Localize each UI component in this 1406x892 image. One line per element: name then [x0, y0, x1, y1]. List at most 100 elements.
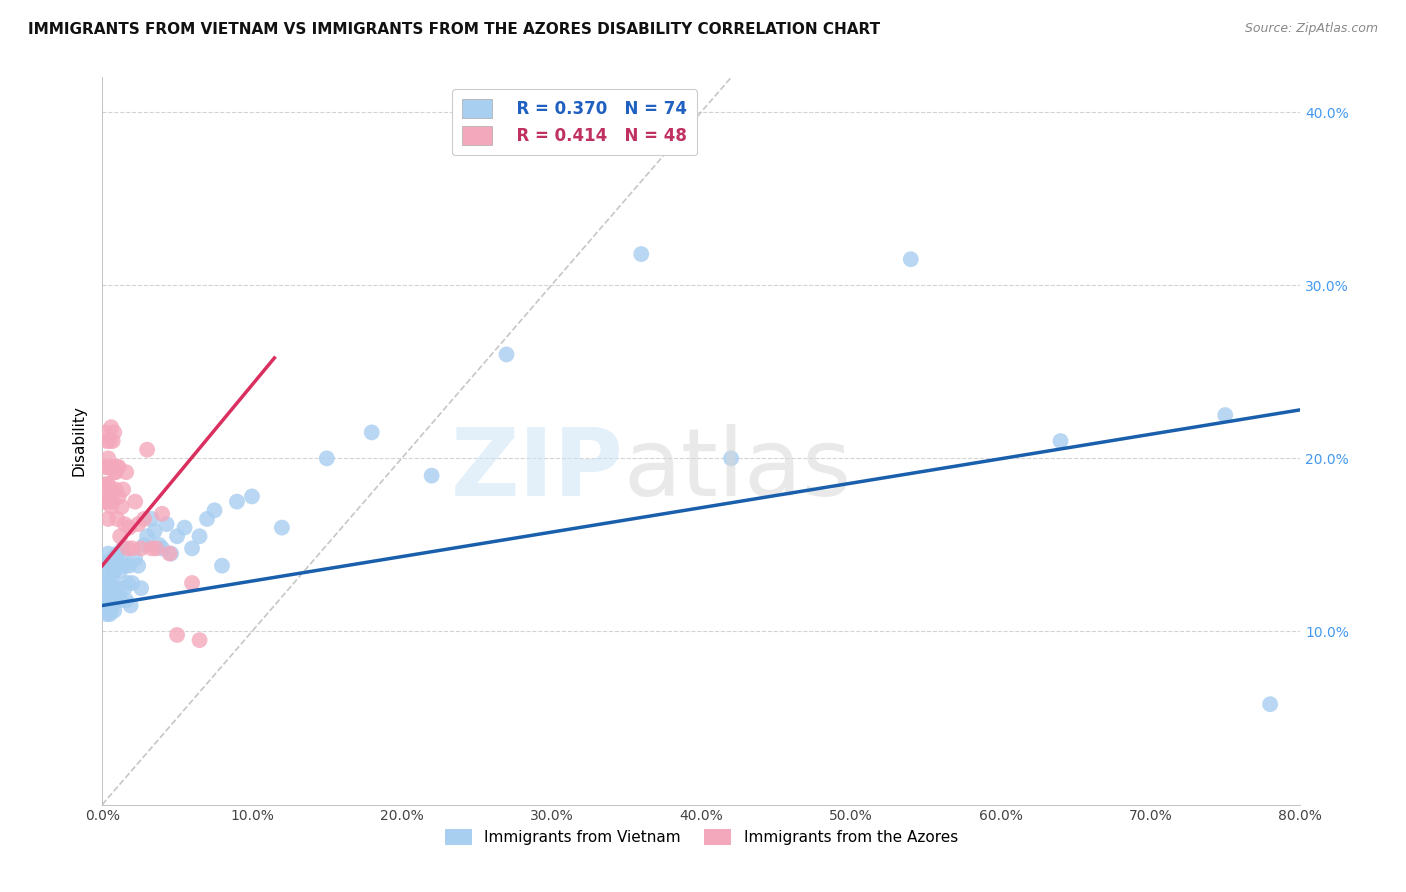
Point	[98, 434, 121, 448]
Point	[136, 442, 159, 457]
Point	[103, 604, 125, 618]
Point	[96, 555, 118, 569]
Point	[315, 451, 337, 466]
Point	[118, 558, 141, 573]
Point	[107, 558, 129, 573]
Text: atlas: atlas	[623, 424, 852, 516]
Point	[160, 547, 183, 561]
Point	[117, 576, 139, 591]
Point	[129, 541, 152, 556]
Point	[93, 494, 115, 508]
Point	[143, 524, 166, 538]
Point	[94, 460, 117, 475]
Point	[114, 517, 136, 532]
Point	[97, 451, 120, 466]
Point	[97, 477, 120, 491]
Point	[107, 586, 129, 600]
Point	[104, 558, 127, 573]
Point	[103, 465, 125, 479]
Point	[115, 465, 138, 479]
Point	[100, 604, 122, 618]
Point	[166, 628, 188, 642]
Point	[270, 520, 292, 534]
Legend:   R = 0.370   N = 74,   R = 0.414   N = 48: R = 0.370 N = 74, R = 0.414 N = 48	[451, 89, 697, 155]
Point	[103, 425, 125, 440]
Point	[124, 551, 146, 566]
Point	[98, 593, 121, 607]
Point	[100, 483, 122, 497]
Point	[103, 586, 125, 600]
Point	[900, 252, 922, 267]
Point	[114, 558, 136, 573]
Point	[150, 507, 173, 521]
Point	[105, 460, 128, 475]
Text: Source: ZipAtlas.com: Source: ZipAtlas.com	[1244, 22, 1378, 36]
Point	[188, 529, 211, 543]
Point	[94, 425, 117, 440]
Point	[101, 593, 124, 607]
Point	[155, 517, 177, 532]
Point	[211, 558, 233, 573]
Point	[104, 581, 127, 595]
Point	[117, 541, 139, 556]
Point	[100, 558, 122, 573]
Text: ZIP: ZIP	[450, 424, 623, 516]
Point	[97, 573, 120, 587]
Point	[97, 512, 120, 526]
Point	[94, 555, 117, 569]
Point	[105, 512, 128, 526]
Point	[97, 547, 120, 561]
Point	[181, 576, 204, 591]
Point	[112, 541, 135, 556]
Point	[101, 434, 124, 448]
Point	[141, 512, 163, 526]
Point	[94, 494, 117, 508]
Point	[115, 593, 138, 607]
Point	[173, 520, 195, 534]
Point	[114, 581, 136, 595]
Point	[101, 551, 124, 566]
Point	[134, 538, 156, 552]
Point	[120, 599, 142, 613]
Point	[107, 460, 129, 475]
Point	[101, 494, 124, 508]
Point	[97, 590, 120, 604]
Point	[166, 529, 188, 543]
Point	[240, 490, 263, 504]
Point	[420, 468, 443, 483]
Point	[121, 541, 143, 556]
Point	[630, 247, 652, 261]
Point	[111, 500, 134, 514]
Point	[96, 607, 118, 622]
Point	[127, 558, 149, 573]
Point	[360, 425, 382, 440]
Point	[107, 490, 129, 504]
Point	[98, 494, 121, 508]
Point	[134, 512, 156, 526]
Point	[108, 529, 131, 543]
Point	[93, 564, 115, 578]
Point	[129, 581, 152, 595]
Point	[93, 573, 115, 587]
Point	[188, 633, 211, 648]
Point	[121, 576, 143, 591]
Point	[94, 599, 117, 613]
Point	[100, 500, 122, 514]
Y-axis label: Disability: Disability	[72, 406, 86, 476]
Point	[98, 607, 121, 622]
Point	[720, 451, 742, 466]
Point	[108, 593, 131, 607]
Point	[204, 503, 226, 517]
Point	[93, 477, 115, 491]
Point	[159, 547, 181, 561]
Point	[104, 465, 127, 479]
Point	[105, 547, 128, 561]
Point	[226, 494, 249, 508]
Point	[98, 486, 121, 500]
Point	[94, 581, 117, 595]
Point	[195, 512, 218, 526]
Point	[104, 483, 127, 497]
Point	[100, 420, 122, 434]
Point	[181, 541, 204, 556]
Point	[148, 538, 170, 552]
